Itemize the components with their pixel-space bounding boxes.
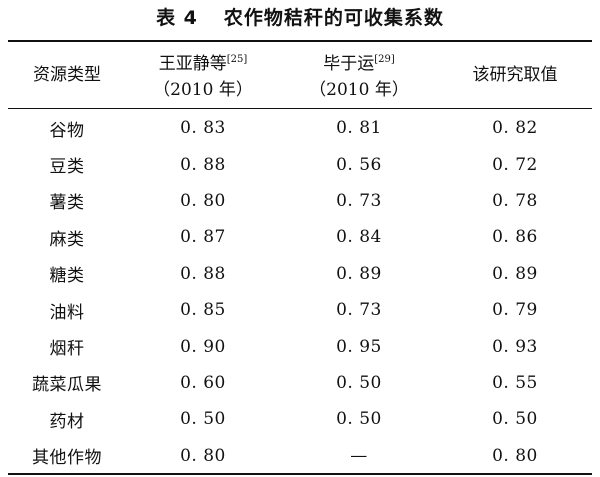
cell-wang-value: 0. 60 [180,372,226,393]
table-row: 谷物 0. 83 0. 81 0. 82 [8,110,592,146]
cell-this-study-value: 0. 82 [492,118,538,139]
cell-this-study-value: 0. 55 [492,372,538,393]
cell-this-study-value: 0. 50 [492,409,538,430]
cell-bi-value: 0. 50 [336,372,382,393]
cell-wang-value: 0. 80 [180,190,226,211]
header-bi-yuyun: 毕于运[29] （2010 年） [280,42,438,108]
table-header: 资源类型 王亚静等[25] （2010 年） 毕于运[29] （2010 年） … [8,42,592,108]
header-rule [8,108,592,109]
cell-resource-type: 薯类 [49,193,85,214]
cell-bi-value: 0. 56 [336,154,382,175]
table-number: 表 4 [156,7,198,29]
cell-bi-value: — [350,445,368,466]
cell-wang-value: 0. 87 [180,227,226,248]
table-row: 其他作物 0. 80 — 0. 80 [8,438,592,474]
header-wang-year: （2010 年） [153,80,253,100]
cell-resource-type: 豆类 [49,157,85,178]
cell-bi-value: 0. 73 [336,190,382,211]
cell-this-study-value: 0. 93 [492,336,538,357]
cell-bi-value: 0. 50 [336,409,382,430]
cell-resource-type: 蔬菜瓜果 [32,375,102,396]
table-row: 油料 0. 85 0. 73 0. 79 [8,292,592,328]
cell-this-study-value: 0. 79 [492,300,538,321]
cell-wang-value: 0. 50 [180,409,226,430]
cell-this-study-value: 0. 72 [492,154,538,175]
header-wang-ref: [25] [226,54,248,65]
cell-this-study-value: 0. 86 [492,227,538,248]
cell-wang-value: 0. 88 [180,154,226,175]
cell-bi-value: 0. 81 [336,118,382,139]
table-row: 糖类 0. 88 0. 89 0. 89 [8,256,592,292]
cell-this-study-value: 0. 78 [492,190,538,211]
cell-bi-value: 0. 89 [336,263,382,284]
bottom-rule [8,473,592,475]
header-bi-label: 毕于运 [323,54,375,74]
cell-bi-value: 0. 73 [336,300,382,321]
table-caption: 农作物秸秆的可收集系数 [223,7,444,29]
table-row: 豆类 0. 88 0. 56 0. 72 [8,146,592,182]
table-title: 表 4 农作物秸秆的可收集系数 [0,6,600,30]
cell-resource-type: 其他作物 [32,448,102,469]
cell-resource-type: 烟秆 [49,339,85,360]
table-row: 薯类 0. 80 0. 73 0. 78 [8,183,592,219]
table-row: 烟秆 0. 90 0. 95 0. 93 [8,328,592,364]
header-bi-ref: [29] [374,54,395,65]
table-row: 蔬菜瓜果 0. 60 0. 50 0. 55 [8,365,592,401]
cell-wang-value: 0. 85 [180,300,226,321]
table-row: 药材 0. 50 0. 50 0. 50 [8,401,592,437]
cell-wang-value: 0. 83 [180,118,226,139]
cell-wang-value: 0. 90 [180,336,226,357]
header-this-study: 该研究取值 [472,65,558,85]
cell-resource-type: 药材 [49,411,85,432]
cell-wang-value: 0. 80 [180,445,226,466]
cell-resource-type: 麻类 [49,229,85,250]
header-wang-label: 王亚静等 [158,54,227,74]
table-row: 麻类 0. 87 0. 84 0. 86 [8,219,592,255]
cell-this-study-value: 0. 89 [492,263,538,284]
table-body: 谷物 0. 83 0. 81 0. 82 豆类 0. 88 0. 56 0. 7… [8,110,592,474]
header-bi-year: （2010 年） [309,80,409,100]
cell-this-study-value: 0. 80 [492,445,538,466]
cell-resource-type: 糖类 [49,266,85,287]
cell-resource-type: 油料 [49,302,85,323]
cell-bi-value: 0. 95 [336,336,382,357]
cell-bi-value: 0. 84 [336,227,382,248]
cell-wang-value: 0. 88 [180,263,226,284]
header-wang-yajing: 王亚静等[25] （2010 年） [126,42,280,108]
header-resource-type: 资源类型 [33,65,101,85]
cell-resource-type: 谷物 [49,120,85,141]
top-rule [8,40,592,42]
